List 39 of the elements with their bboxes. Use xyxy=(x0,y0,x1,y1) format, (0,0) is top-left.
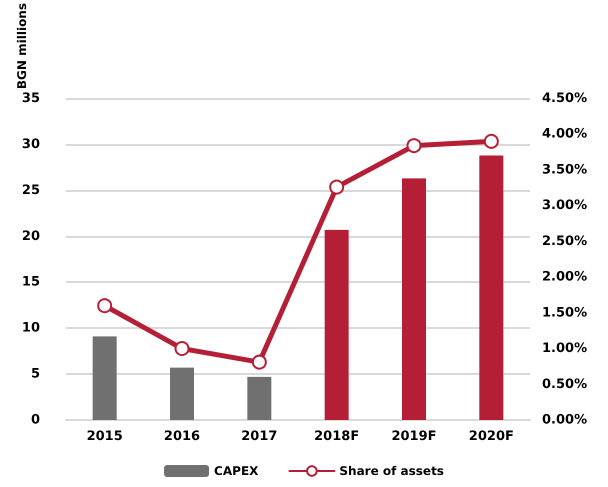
y-tick-label: 30 xyxy=(22,136,40,152)
bar xyxy=(479,155,504,420)
y-tick-label: 20 xyxy=(22,228,40,244)
y-tick-label: 0 xyxy=(30,412,40,428)
y-tick-label: 15 xyxy=(22,274,40,290)
legend-label: Share of assets xyxy=(339,464,444,478)
y2-tick-label: 1.00% xyxy=(542,341,588,356)
x-tick-label: 2018F xyxy=(314,429,360,444)
y2-tick-label: 3.00% xyxy=(542,198,588,214)
y2-tick-label: 1.50% xyxy=(542,305,588,320)
bar xyxy=(402,178,426,420)
x-tick-label: 2020F xyxy=(468,429,514,444)
point xyxy=(329,180,344,195)
y2-tick-label: 0.50% xyxy=(542,376,588,392)
y2-tick-label: 3.50% xyxy=(542,162,588,178)
y-tick-label: 5 xyxy=(30,366,40,382)
bar xyxy=(247,376,272,420)
point xyxy=(97,298,112,314)
point xyxy=(174,341,190,356)
point xyxy=(252,354,267,370)
y2-tick-label: 4.00% xyxy=(542,126,588,142)
legend-label: CAPEX xyxy=(214,464,260,478)
point xyxy=(406,138,422,154)
y2-tick-label: 4.50% xyxy=(542,91,588,106)
x-tick-label: 2015 xyxy=(86,429,123,444)
bar xyxy=(170,368,194,420)
x-tick-label: 2019F xyxy=(391,429,437,444)
point xyxy=(484,134,499,149)
y2-tick-label: 2.50% xyxy=(542,234,588,249)
y-tick-label: 25 xyxy=(22,182,40,198)
x-tick-label: 2017 xyxy=(241,429,278,444)
y2-tick-label: 2.00% xyxy=(542,270,588,285)
y2-tick-label: 0.00% xyxy=(542,412,588,428)
y-tick-label: 10 xyxy=(22,320,40,336)
y-tick-label: 35 xyxy=(22,91,40,106)
bar xyxy=(324,230,349,420)
y-axis-title: BGN millions xyxy=(15,3,29,90)
bar xyxy=(92,336,117,420)
x-tick-label: 2016 xyxy=(164,429,200,444)
